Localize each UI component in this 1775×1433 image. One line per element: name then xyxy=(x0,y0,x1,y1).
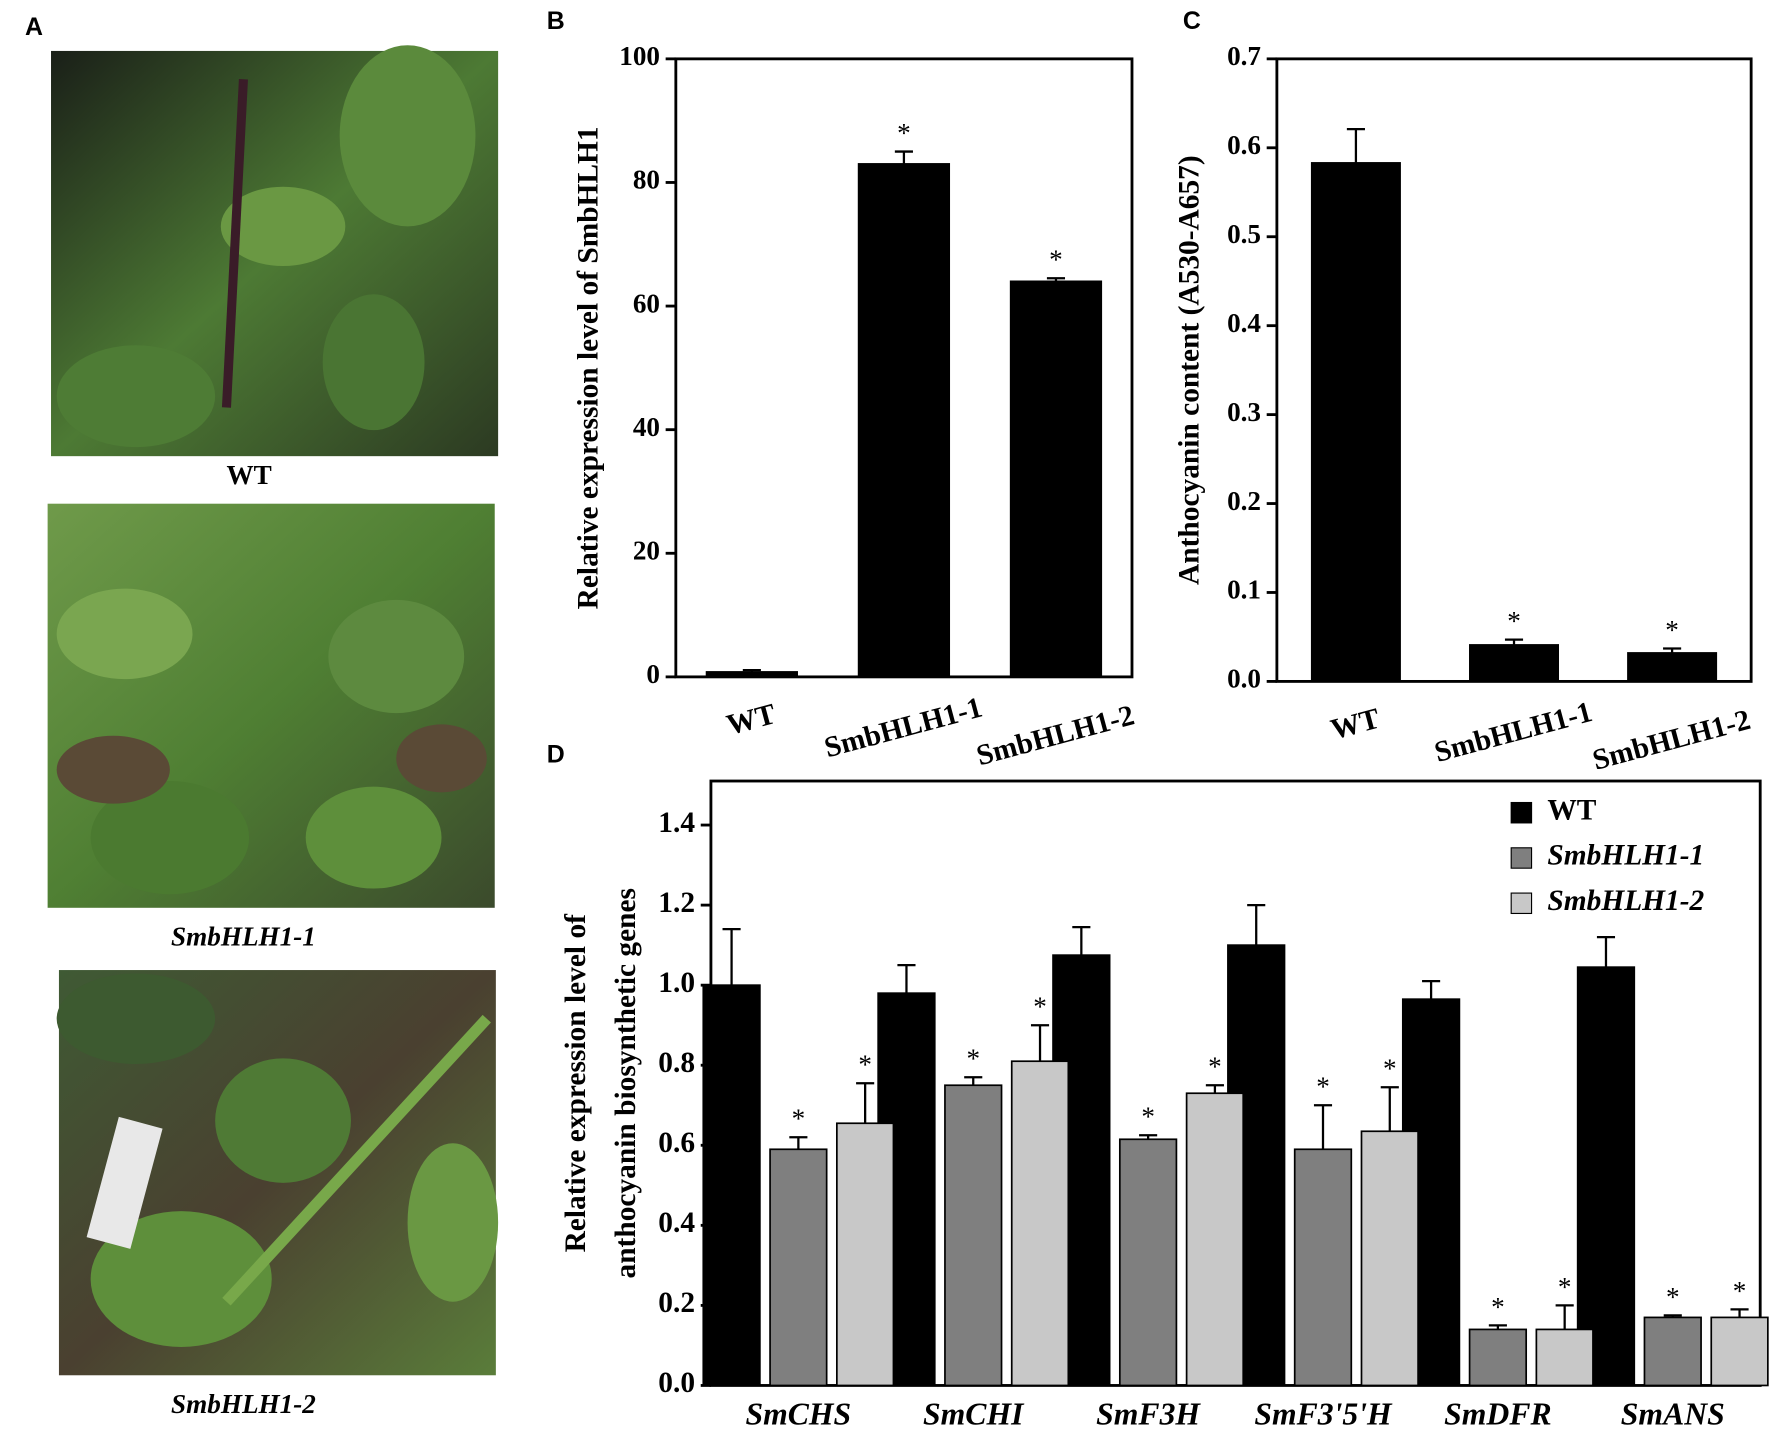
x-tick-label: SmbHLH1-1 xyxy=(821,692,986,765)
panel-label: D xyxy=(547,741,565,769)
bar xyxy=(1009,280,1103,678)
y-axis-label: Anthocyanin content (A530-A657) xyxy=(1174,155,1206,585)
x-tick-label: WT xyxy=(1328,703,1384,747)
significance-marker: * xyxy=(1507,606,1521,636)
bar xyxy=(1468,1328,1528,1387)
panel-label: A xyxy=(25,13,43,41)
y-axis-label: anthocyanin biosynthetic genes xyxy=(610,888,642,1279)
y-tick-label: 0.0 xyxy=(1227,664,1261,694)
photo-wt xyxy=(51,45,499,457)
significance-marker: * xyxy=(1141,1102,1155,1132)
photo-line2 xyxy=(56,970,499,1376)
x-tick-label: SmANS xyxy=(1621,1396,1725,1431)
bar xyxy=(1310,162,1401,683)
bar xyxy=(857,163,951,678)
significance-marker: * xyxy=(1383,1054,1397,1084)
x-tick-label: SmF3'5'H xyxy=(1254,1396,1393,1431)
bar xyxy=(1469,644,1560,683)
significance-marker: * xyxy=(1033,992,1047,1022)
bar xyxy=(1185,1092,1245,1387)
bar xyxy=(944,1084,1003,1387)
y-tick-label: 0.3 xyxy=(1227,397,1261,427)
significance-marker: * xyxy=(1665,615,1679,645)
bar xyxy=(702,984,761,1387)
legend-swatch xyxy=(1510,892,1533,915)
bar xyxy=(1710,1316,1769,1387)
y-tick-label: 0.0 xyxy=(658,1367,695,1399)
y-tick-label: 1.0 xyxy=(658,967,695,999)
bar xyxy=(835,1122,895,1387)
significance-marker: * xyxy=(1316,1072,1330,1102)
y-tick-label: 100 xyxy=(619,41,660,71)
x-tick-label: SmCHS xyxy=(746,1396,852,1431)
y-tick-label: 0.8 xyxy=(658,1047,695,1079)
bar xyxy=(705,671,798,678)
bar xyxy=(1535,1328,1594,1387)
bar xyxy=(1627,652,1718,683)
legend-label: SmbHLH1-1 xyxy=(1547,840,1704,872)
y-tick-label: 0.1 xyxy=(1227,575,1261,605)
y-axis-label: Relative expression level of xyxy=(560,913,592,1253)
panel-label: B xyxy=(547,7,565,35)
significance-marker: * xyxy=(792,1104,806,1134)
bar xyxy=(1643,1316,1702,1387)
bar xyxy=(1293,1148,1353,1387)
y-tick-label: 0.6 xyxy=(658,1127,695,1159)
legend-swatch xyxy=(1510,847,1533,869)
y-tick-label: 0.2 xyxy=(658,1287,695,1319)
y-tick-label: 80 xyxy=(633,165,660,195)
x-tick-label: SmbHLH1-2 xyxy=(973,699,1138,772)
panel-label: C xyxy=(1183,7,1201,35)
y-tick-label: 60 xyxy=(633,288,660,318)
legend-label: SmbHLH1-2 xyxy=(1547,885,1704,917)
y-tick-label: 40 xyxy=(633,412,660,442)
significance-marker: * xyxy=(1558,1272,1572,1302)
y-tick-label: 0.7 xyxy=(1227,41,1261,71)
photo-line1 xyxy=(47,503,495,908)
significance-marker: * xyxy=(1733,1276,1747,1306)
x-tick-label: SmbHLH1-1 xyxy=(1431,696,1596,769)
y-axis-label: Relative expression level of SmbHLH1 xyxy=(573,126,605,609)
x-tick-label: SmCHI xyxy=(923,1396,1025,1431)
y-tick-label: 0.4 xyxy=(1227,308,1261,338)
y-tick-label: 0 xyxy=(646,659,660,689)
y-tick-label: 0.5 xyxy=(1227,219,1261,249)
bar xyxy=(769,1148,828,1387)
y-tick-label: 0.2 xyxy=(1227,486,1261,516)
legend-swatch xyxy=(1510,801,1533,824)
y-tick-label: 1.2 xyxy=(658,887,695,919)
legend-label: WT xyxy=(1547,794,1596,826)
y-tick-label: 1.4 xyxy=(658,807,695,839)
significance-marker: * xyxy=(1491,1292,1505,1322)
significance-marker: * xyxy=(1049,245,1063,275)
y-tick-label: 20 xyxy=(633,536,660,566)
significance-marker: * xyxy=(897,118,911,148)
y-tick-label: 0.4 xyxy=(658,1207,695,1239)
x-tick-label: SmbHLH1-2 xyxy=(1589,704,1754,777)
bar xyxy=(1360,1130,1419,1387)
bar xyxy=(1576,966,1636,1387)
significance-marker: * xyxy=(858,1050,872,1080)
bar xyxy=(1010,1060,1070,1387)
photo-caption: WT xyxy=(226,460,271,490)
significance-marker: * xyxy=(1208,1052,1222,1082)
y-tick-label: 0.6 xyxy=(1227,130,1261,160)
x-tick-label: SmF3H xyxy=(1096,1396,1201,1431)
x-tick-label: SmDFR xyxy=(1444,1396,1551,1431)
photo-caption: SmbHLH1-2 xyxy=(171,1389,316,1419)
x-tick-label: WT xyxy=(723,698,779,742)
photo-caption: SmbHLH1-1 xyxy=(171,922,316,952)
significance-marker: * xyxy=(966,1044,980,1074)
bar xyxy=(1118,1138,1178,1387)
significance-marker: * xyxy=(1666,1282,1680,1312)
